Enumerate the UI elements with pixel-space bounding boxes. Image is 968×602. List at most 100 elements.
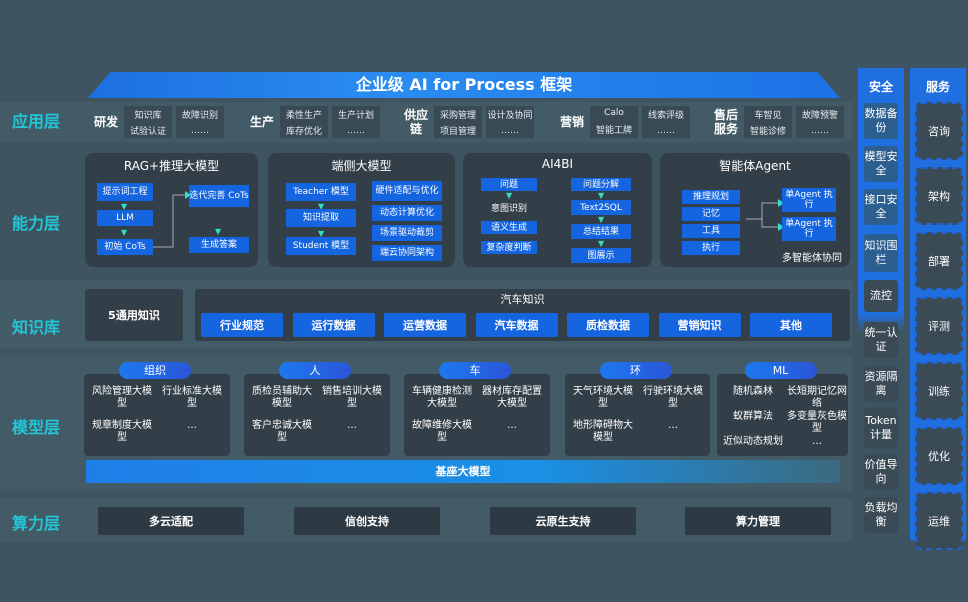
service-item[interactable]: 评测 <box>915 297 963 355</box>
knowledge-item[interactable]: 营销知识 <box>658 313 741 337</box>
arrow-down-icon: ▼ <box>318 229 325 238</box>
arrow-down-icon: ▼ <box>598 239 605 248</box>
security-item: 模型安全 <box>864 146 898 182</box>
layer-label-model: 模型层 <box>12 418 61 437</box>
app-cell: 生产计划 …… <box>332 106 380 138</box>
agent-multi-collab: 多智能体协同 <box>782 253 842 264</box>
base-model-bar: 基座大模型 <box>86 460 840 483</box>
app-group-name: 研发 <box>93 115 118 129</box>
ai4bi-decompose: 问题分解 <box>571 178 631 191</box>
model-group-panel <box>404 374 550 456</box>
arrow-down-icon: ▼ <box>506 191 513 200</box>
arrow-down-icon: ▼ <box>598 191 605 200</box>
edge-student: Student 模型 <box>286 237 356 255</box>
framework-title: 企业级 AI for Process 框架 <box>88 72 840 98</box>
compute-item: 云原生支持 <box>490 507 636 535</box>
rag-panel: RAG+推理大模型 提示词工程 ▼ LLM ▼ 初始 CoTs 迭代完善 CoT… <box>85 153 258 267</box>
rag-title: RAG+推理大模型 <box>123 159 220 173</box>
app-item: …… <box>347 125 365 136</box>
app-item: 采购管理 <box>439 110 476 121</box>
model-group-panel <box>565 374 710 456</box>
rag-initial-cots: 初始 CoTs <box>97 239 153 255</box>
model-item: 故障维修大模型 <box>412 420 472 443</box>
compute-item: 算力管理 <box>685 507 831 535</box>
service-item[interactable]: 部署 <box>915 232 963 290</box>
service-item[interactable]: 优化 <box>915 427 963 485</box>
arrow-down-icon: ▼ <box>121 202 128 211</box>
app-item: 线索评级 <box>647 111 684 122</box>
app-group-3: 营销 Calo 智能工牌 线索评级 …… <box>558 104 690 140</box>
knowledge-item[interactable]: 行业规范 <box>201 313 283 337</box>
ai4bi-text2sql: Text2SQL <box>571 200 631 215</box>
ai4bi-panel: AI4BI 问题 ▼ 意图识别 语义生成 复杂度判断 问题分解 ▼ Text2S… <box>463 153 652 267</box>
app-cell: 知识库 试验认证 <box>124 106 172 138</box>
compute-item: 多云适配 <box>98 507 244 535</box>
app-item: 故障识别 <box>181 111 218 122</box>
app-item: Calo <box>604 108 624 119</box>
auto-knowledge-title: 汽车知识 <box>500 293 545 306</box>
arrow-down-icon: ▼ <box>318 202 325 211</box>
knowledge-item[interactable]: 质检数据 <box>567 313 649 337</box>
app-cell: 设计及协同 …… <box>486 106 534 138</box>
model-item: 销售培训大模型 <box>322 386 382 409</box>
agent-single-exec-1: 单Agent 执行 <box>782 188 836 212</box>
security-item: Token计量 <box>864 408 898 448</box>
app-item: 智能工牌 <box>595 125 632 136</box>
model-group-panel <box>244 374 390 456</box>
service-item[interactable]: 咨询 <box>915 102 963 160</box>
app-item: 车智见 <box>754 110 782 121</box>
ai4bi-question: 问题 <box>481 178 537 191</box>
ai4bi-summary: 总结结果 <box>571 224 631 239</box>
model-item: 风险管理大模型 <box>92 386 152 409</box>
app-cell: 采购管理 项目管理 <box>434 106 482 138</box>
layer-label-capability: 能力层 <box>12 214 61 233</box>
arrow-down-icon: ▼ <box>121 228 128 237</box>
ai4bi-title: AI4BI <box>541 157 574 171</box>
layer-label-knowledge: 知识库 <box>12 318 61 337</box>
knowledge-item[interactable]: 汽车数据 <box>475 313 558 337</box>
model-group-pill: 人 <box>279 362 351 379</box>
security-item: 资源隔离 <box>864 366 898 402</box>
ai4bi-complexity: 复杂度判断 <box>481 241 537 254</box>
security-item: 流控 <box>864 280 898 312</box>
edge-title: 端侧大模型 <box>331 159 392 173</box>
app-cell: Calo 智能工牌 <box>590 106 638 138</box>
service-item[interactable]: 架构 <box>915 167 963 225</box>
service-item[interactable]: 训练 <box>915 362 963 420</box>
edge-knowledge-extract: 知识提取 <box>286 209 356 227</box>
edge-dynamic-compute: 动态计算优化 <box>372 205 442 221</box>
knowledge-item[interactable]: 运行数据 <box>292 313 375 337</box>
app-group-1: 生产 柔性生产 库存优化 生产计划…… <box>248 104 380 140</box>
app-item: 柔性生产 <box>285 110 322 121</box>
knowledge-item[interactable]: 其他 <box>750 313 832 337</box>
services-title: 服务 <box>925 80 950 94</box>
app-group-0: 研发 知识库 试验认证 故障识别…… <box>92 104 224 140</box>
model-group-pill: 环 <box>599 362 672 379</box>
app-group-4: 售后服务 车智见 智能诊修 故障预警…… <box>712 104 844 140</box>
agent-tools: 工具 <box>682 224 740 238</box>
model-item: 近似动态规划 <box>723 436 783 447</box>
agent-plan: 推理规划 <box>682 190 740 204</box>
edge-panel: 端侧大模型 Teacher 模型 ▼ 知识提取 ▼ Student 模型 硬件适… <box>268 153 455 267</box>
flow-connector <box>153 191 191 248</box>
flow-connector <box>746 199 784 231</box>
app-group-name: 售后服务 <box>713 108 738 136</box>
security-item: 知识围栏 <box>864 234 898 272</box>
model-item: 质检员辅助大模型 <box>252 386 312 409</box>
model-item: … <box>668 420 678 431</box>
model-group-pill: 车 <box>439 362 511 379</box>
app-group-name: 生产 <box>249 115 274 129</box>
model-item: 长短期记忆网络 <box>787 386 847 409</box>
agent-execute: 执行 <box>682 241 740 255</box>
ai4bi-chart: 图展示 <box>571 248 631 263</box>
service-item[interactable]: 运维 <box>915 492 963 550</box>
app-cell: 柔性生产 库存优化 <box>280 106 328 138</box>
agent-memory: 记忆 <box>682 207 740 221</box>
layer-label-app: 应用层 <box>12 112 61 131</box>
arrow-down-icon: ▼ <box>598 215 605 224</box>
app-group-name: 供应链 <box>403 108 428 136</box>
security-item: 价值导向 <box>864 454 898 490</box>
model-group-panel <box>84 374 230 456</box>
knowledge-item[interactable]: 运营数据 <box>384 313 466 337</box>
security-item: 数据备份 <box>864 103 898 139</box>
